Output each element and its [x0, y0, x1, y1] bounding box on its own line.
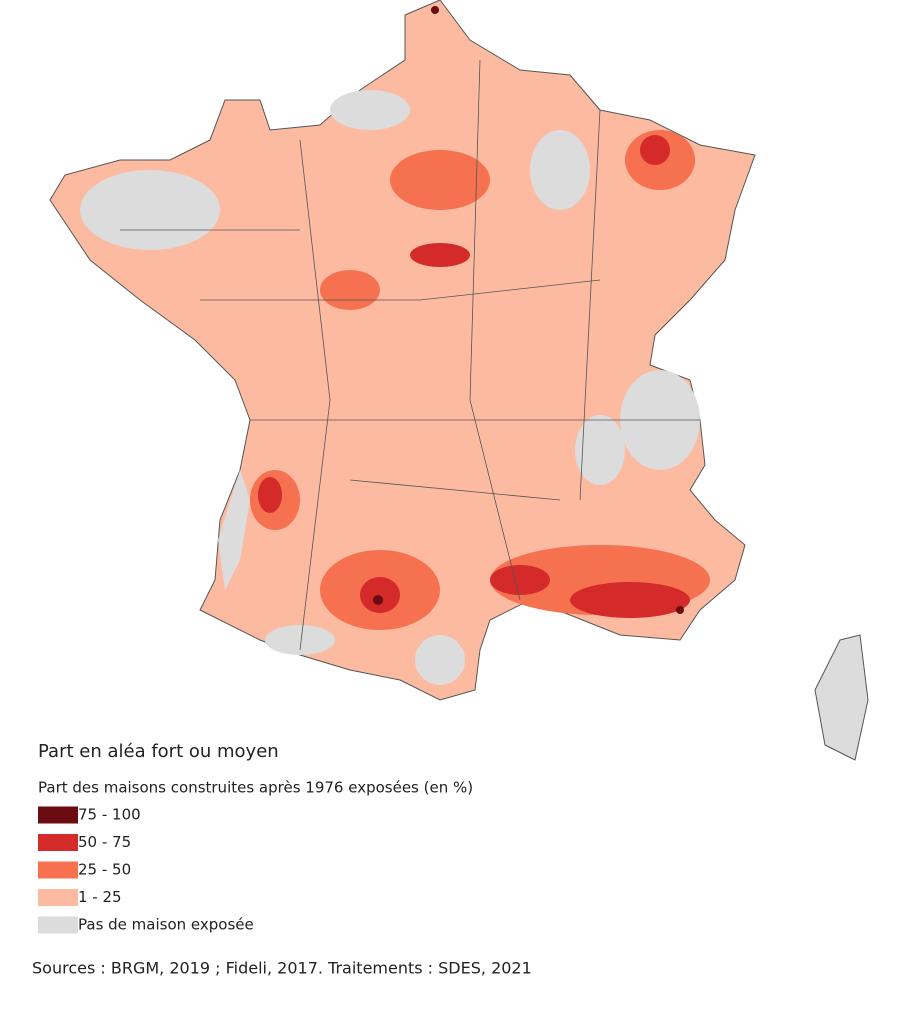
legend-label: 75 - 100: [78, 806, 141, 824]
legend-title: Part en aléa fort ou moyen: [38, 741, 279, 762]
corsica-outline: [814, 634, 869, 761]
legend-label: Pas de maison exposée: [78, 916, 254, 934]
area-high: [570, 582, 690, 618]
area-mid: [390, 150, 490, 210]
area-high: [640, 135, 670, 165]
source: Sources : BRGM, 2019 ; Fideli, 2017. Tra…: [32, 959, 532, 978]
area-grey: [330, 90, 410, 130]
area-very-high: [373, 595, 383, 605]
legend-label: 1 - 25: [78, 888, 122, 906]
area-high: [490, 565, 550, 595]
map-areas: [80, 6, 710, 685]
legend: 75 - 100 50 - 75 25 - 50 1 - 25 Pas de maiso…: [38, 806, 254, 934]
area-high: [258, 477, 282, 513]
area-grey: [80, 170, 220, 250]
area-grey: [265, 625, 335, 655]
area-grey: [218, 470, 250, 590]
legend-swatch: [38, 806, 78, 824]
department-borders: [120, 59, 700, 651]
area-grey: [530, 130, 590, 210]
area-very-high: [676, 606, 684, 614]
legend-label: 50 - 75: [78, 833, 131, 851]
legend-swatch: [38, 861, 78, 879]
legend-swatch: [38, 834, 78, 851]
area-mid: [320, 270, 380, 310]
legend-swatch: [38, 916, 78, 934]
area-high: [410, 243, 470, 267]
legend-label: 25 - 50: [78, 861, 131, 879]
area-very-high: [431, 6, 439, 14]
area-grey: [415, 635, 465, 685]
legend-swatch: [38, 889, 78, 906]
legend-subtitle: Part des maisons construites après 1976 …: [38, 779, 473, 797]
map: [49, 0, 869, 761]
area-high: [360, 577, 400, 613]
area-grey: [575, 415, 625, 485]
